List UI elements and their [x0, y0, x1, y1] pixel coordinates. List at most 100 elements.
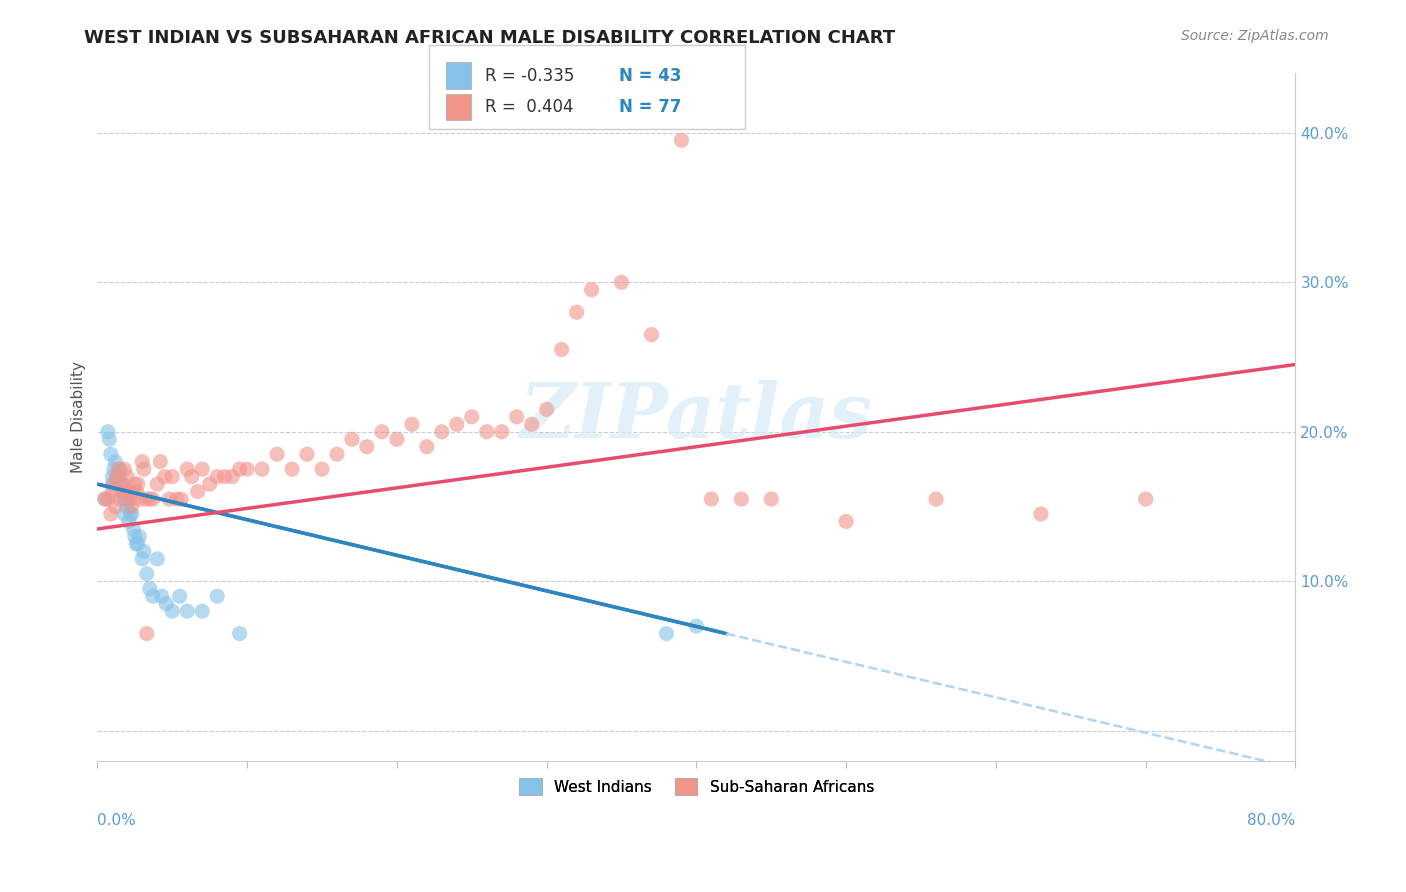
- Point: [104, 455, 127, 469]
- Point: [430, 425, 453, 439]
- Point: [125, 484, 148, 499]
- Point: [176, 604, 198, 618]
- Point: [101, 477, 124, 491]
- Point: [157, 491, 180, 506]
- Point: [169, 589, 191, 603]
- Point: [671, 133, 693, 147]
- Text: 0.0%: 0.0%: [97, 813, 136, 828]
- Point: [180, 469, 202, 483]
- Point: [520, 417, 543, 432]
- Text: WEST INDIAN VS SUBSAHARAN AFRICAN MALE DISABILITY CORRELATION CHART: WEST INDIAN VS SUBSAHARAN AFRICAN MALE D…: [84, 29, 896, 46]
- Point: [166, 491, 188, 506]
- Point: [139, 491, 162, 506]
- Point: [160, 469, 183, 483]
- Point: [110, 484, 132, 499]
- Point: [108, 462, 131, 476]
- Point: [121, 507, 143, 521]
- Point: [120, 491, 142, 506]
- Point: [118, 484, 141, 499]
- Point: [461, 409, 484, 424]
- Point: [98, 432, 121, 446]
- Point: [685, 619, 707, 633]
- Point: [131, 455, 153, 469]
- Point: [120, 507, 142, 521]
- Point: [371, 425, 394, 439]
- Point: [94, 491, 117, 506]
- Point: [416, 440, 439, 454]
- Point: [117, 469, 139, 483]
- Point: [111, 484, 134, 499]
- Legend: West Indians, Sub-Saharan Africans: West Indians, Sub-Saharan Africans: [513, 772, 880, 801]
- Point: [124, 529, 146, 543]
- Point: [101, 469, 124, 483]
- Point: [150, 589, 173, 603]
- Point: [118, 515, 141, 529]
- Point: [221, 469, 243, 483]
- Point: [266, 447, 288, 461]
- Point: [205, 469, 228, 483]
- Point: [295, 447, 318, 461]
- Point: [311, 462, 333, 476]
- Point: [111, 477, 134, 491]
- Point: [122, 522, 145, 536]
- Point: [100, 447, 122, 461]
- Point: [105, 469, 128, 483]
- Point: [655, 626, 678, 640]
- Point: [281, 462, 304, 476]
- Point: [142, 589, 165, 603]
- Point: [149, 455, 172, 469]
- Point: [139, 582, 162, 596]
- Point: [565, 305, 588, 319]
- Point: [114, 491, 136, 506]
- Point: [228, 462, 250, 476]
- Point: [132, 544, 155, 558]
- Point: [128, 529, 150, 543]
- Point: [187, 484, 209, 499]
- Point: [112, 507, 135, 521]
- Text: R =  0.404: R = 0.404: [485, 98, 574, 116]
- Point: [94, 491, 117, 506]
- Point: [356, 440, 378, 454]
- Point: [640, 327, 662, 342]
- Point: [198, 477, 221, 491]
- Text: N = 77: N = 77: [619, 98, 681, 116]
- Text: Source: ZipAtlas.com: Source: ZipAtlas.com: [1181, 29, 1329, 43]
- Point: [1135, 491, 1157, 506]
- Point: [110, 477, 132, 491]
- Point: [97, 491, 120, 506]
- Point: [114, 484, 136, 499]
- Point: [103, 462, 125, 476]
- Point: [105, 477, 128, 491]
- Point: [135, 566, 157, 581]
- Point: [176, 462, 198, 476]
- Point: [160, 604, 183, 618]
- Point: [97, 425, 120, 439]
- Point: [104, 500, 127, 514]
- Point: [134, 491, 156, 506]
- Point: [214, 469, 236, 483]
- Point: [170, 491, 193, 506]
- Point: [550, 343, 572, 357]
- Point: [112, 491, 135, 506]
- Point: [581, 283, 603, 297]
- Point: [117, 500, 139, 514]
- Point: [117, 491, 139, 506]
- Point: [108, 469, 131, 483]
- Point: [105, 469, 128, 483]
- Text: ZIPatlas: ZIPatlas: [520, 380, 873, 454]
- Point: [505, 409, 527, 424]
- Point: [121, 500, 143, 514]
- Point: [700, 491, 723, 506]
- Point: [107, 462, 129, 476]
- Point: [385, 432, 408, 446]
- Point: [401, 417, 423, 432]
- Point: [142, 491, 165, 506]
- Point: [135, 626, 157, 640]
- Point: [153, 469, 176, 483]
- Point: [475, 425, 498, 439]
- Point: [100, 507, 122, 521]
- Point: [835, 515, 858, 529]
- Point: [146, 477, 169, 491]
- Point: [127, 537, 149, 551]
- Text: N = 43: N = 43: [619, 67, 681, 85]
